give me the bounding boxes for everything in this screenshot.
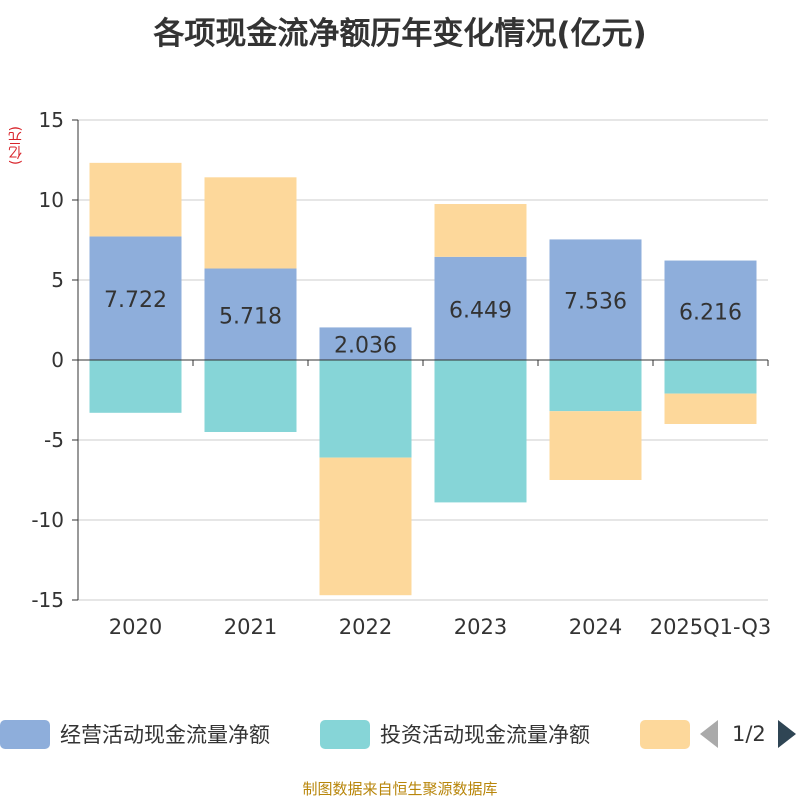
bar-operating	[204, 268, 297, 360]
data-label-operating: 5.718	[219, 304, 282, 329]
bar-financing	[434, 204, 527, 257]
bar-operating	[89, 236, 182, 360]
legend-item-investing[interactable]: 投资活动现金流量净额	[320, 716, 590, 752]
bar-financing	[204, 177, 297, 269]
bar-chart: 15 10 5 0 -5 -10 -15 7.722 5.718 2.036 6.449 7.536 6…	[31, 108, 772, 639]
y-tick-label: 10	[39, 188, 64, 212]
bar-operating	[549, 239, 642, 360]
data-label-operating: 2.036	[334, 334, 397, 359]
data-label-operating: 6.449	[449, 298, 512, 323]
bar-operating	[319, 327, 412, 360]
bar-investing	[434, 360, 527, 503]
y-tick-label: 5	[51, 268, 64, 292]
x-category-label: 2025Q1-Q3	[650, 615, 772, 639]
x-category-label: 2024	[569, 615, 622, 639]
legend-label-investing: 投资活动现金流量净额	[380, 723, 590, 747]
y-tick-label: -5	[44, 428, 64, 452]
legend: 经营活动现金流量净额 投资活动现金流量净额 1/2	[0, 716, 800, 756]
bar-financing	[549, 411, 642, 480]
data-label-operating: 6.216	[679, 300, 742, 325]
bar-financing	[664, 393, 757, 424]
source-note: 制图数据来自恒生聚源数据库	[302, 780, 498, 798]
bar-operating	[434, 256, 527, 360]
legend-page-indicator: 1/2	[732, 722, 766, 746]
y-tick-label: -15	[31, 588, 64, 612]
legend-swatch-financing	[640, 719, 690, 749]
y-tick-label: 15	[39, 108, 64, 132]
legend-pager: 1/2	[700, 716, 796, 752]
legend-label-operating: 经营活动现金流量净额	[60, 723, 270, 747]
x-category-label: 2021	[224, 615, 277, 639]
data-label-operating: 7.536	[564, 290, 627, 315]
legend-swatch-operating	[0, 719, 50, 749]
bar-operating	[664, 260, 757, 360]
prev-page-icon[interactable]	[700, 720, 718, 748]
bar-investing	[549, 360, 642, 412]
legend-item-financing[interactable]	[640, 716, 700, 752]
x-category-label: 2020	[109, 615, 162, 639]
y-tick-label: -10	[31, 508, 64, 532]
bar-investing	[204, 360, 297, 432]
legend-item-operating[interactable]: 经营活动现金流量净额	[0, 716, 270, 752]
bar-investing	[664, 360, 757, 394]
legend-swatch-investing	[320, 719, 370, 749]
bar-financing	[319, 457, 412, 596]
x-category-label: 2022	[339, 615, 392, 639]
next-page-icon[interactable]	[777, 720, 796, 748]
bar-financing	[89, 162, 182, 237]
data-label-operating: 7.722	[104, 288, 167, 313]
bar-investing	[89, 360, 182, 413]
chart-title: 各项现金流净额历年变化情况(亿元)	[153, 16, 647, 52]
x-category-label: 2023	[454, 615, 507, 639]
bar-investing	[319, 360, 412, 458]
y-tick-label: 0	[51, 348, 64, 372]
